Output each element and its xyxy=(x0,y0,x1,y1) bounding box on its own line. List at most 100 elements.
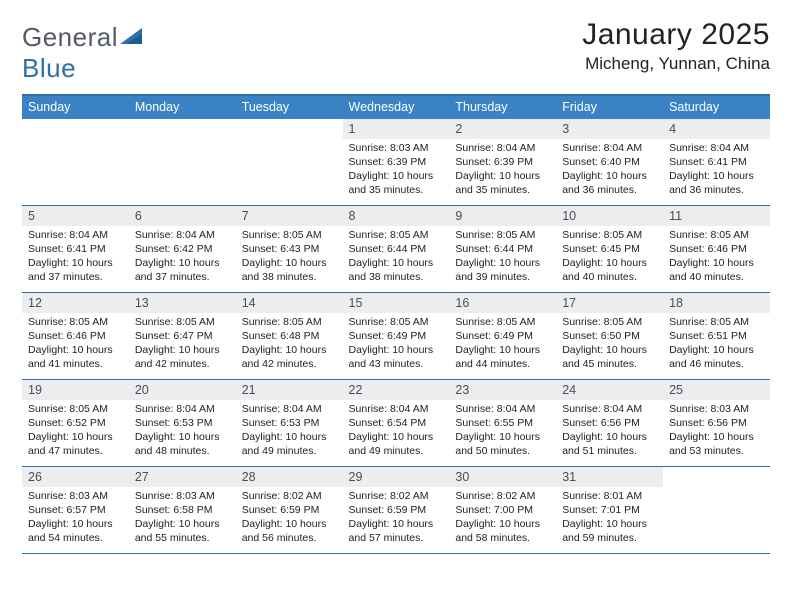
weekday-header: Sunday xyxy=(22,96,129,119)
daylight-line: Daylight: 10 hours and 59 minutes. xyxy=(562,518,657,546)
day-details: Sunrise: 8:02 AMSunset: 6:59 PMDaylight:… xyxy=(236,487,343,549)
day-number: 27 xyxy=(129,467,236,487)
day-cell: 16Sunrise: 8:05 AMSunset: 6:49 PMDayligh… xyxy=(449,293,556,379)
day-cell: 0 xyxy=(663,467,770,553)
brand-word1: General xyxy=(22,22,118,52)
day-details: Sunrise: 8:05 AMSunset: 6:44 PMDaylight:… xyxy=(343,226,450,288)
sunrise-line: Sunrise: 8:05 AM xyxy=(242,316,337,330)
sunset-line: Sunset: 6:41 PM xyxy=(669,156,764,170)
daylight-line: Daylight: 10 hours and 37 minutes. xyxy=(135,257,230,285)
day-cell: 5Sunrise: 8:04 AMSunset: 6:41 PMDaylight… xyxy=(22,206,129,292)
day-cell: 13Sunrise: 8:05 AMSunset: 6:47 PMDayligh… xyxy=(129,293,236,379)
day-details: Sunrise: 8:02 AMSunset: 7:00 PMDaylight:… xyxy=(449,487,556,549)
sunrise-line: Sunrise: 8:03 AM xyxy=(349,142,444,156)
sunset-line: Sunset: 6:39 PM xyxy=(349,156,444,170)
day-cell: 3Sunrise: 8:04 AMSunset: 6:40 PMDaylight… xyxy=(556,119,663,205)
title-block: January 2025 Micheng, Yunnan, China xyxy=(582,18,770,74)
day-number: 5 xyxy=(22,206,129,226)
day-cell: 7Sunrise: 8:05 AMSunset: 6:43 PMDaylight… xyxy=(236,206,343,292)
sunrise-line: Sunrise: 8:05 AM xyxy=(669,229,764,243)
daylight-line: Daylight: 10 hours and 53 minutes. xyxy=(669,431,764,459)
sunrise-line: Sunrise: 8:04 AM xyxy=(28,229,123,243)
sunset-line: Sunset: 6:49 PM xyxy=(455,330,550,344)
day-number: 12 xyxy=(22,293,129,313)
day-cell: 11Sunrise: 8:05 AMSunset: 6:46 PMDayligh… xyxy=(663,206,770,292)
day-number: 23 xyxy=(449,380,556,400)
day-cell: 29Sunrise: 8:02 AMSunset: 6:59 PMDayligh… xyxy=(343,467,450,553)
day-details: Sunrise: 8:05 AMSunset: 6:48 PMDaylight:… xyxy=(236,313,343,375)
day-number: 7 xyxy=(236,206,343,226)
header: General Blue January 2025 Micheng, Yunna… xyxy=(22,18,770,84)
day-number: 17 xyxy=(556,293,663,313)
sunrise-line: Sunrise: 8:04 AM xyxy=(562,403,657,417)
daylight-line: Daylight: 10 hours and 57 minutes. xyxy=(349,518,444,546)
sunrise-line: Sunrise: 8:05 AM xyxy=(455,316,550,330)
daylight-line: Daylight: 10 hours and 43 minutes. xyxy=(349,344,444,372)
day-cell: 6Sunrise: 8:04 AMSunset: 6:42 PMDaylight… xyxy=(129,206,236,292)
sunset-line: Sunset: 6:47 PM xyxy=(135,330,230,344)
daylight-line: Daylight: 10 hours and 42 minutes. xyxy=(135,344,230,372)
day-details: Sunrise: 8:05 AMSunset: 6:52 PMDaylight:… xyxy=(22,400,129,462)
brand-text: General Blue xyxy=(22,22,144,84)
day-number: 14 xyxy=(236,293,343,313)
sunrise-line: Sunrise: 8:04 AM xyxy=(669,142,764,156)
day-details: Sunrise: 8:04 AMSunset: 6:54 PMDaylight:… xyxy=(343,400,450,462)
brand-word2: Blue xyxy=(22,53,76,83)
week-row: 26Sunrise: 8:03 AMSunset: 6:57 PMDayligh… xyxy=(22,467,770,554)
sunset-line: Sunset: 6:53 PM xyxy=(242,417,337,431)
day-number: 3 xyxy=(556,119,663,139)
sunset-line: Sunset: 6:58 PM xyxy=(135,504,230,518)
day-details: Sunrise: 8:03 AMSunset: 6:57 PMDaylight:… xyxy=(22,487,129,549)
weekday-header: Friday xyxy=(556,96,663,119)
sunrise-line: Sunrise: 8:03 AM xyxy=(669,403,764,417)
day-details: Sunrise: 8:05 AMSunset: 6:46 PMDaylight:… xyxy=(22,313,129,375)
week-row: 0001Sunrise: 8:03 AMSunset: 6:39 PMDayli… xyxy=(22,119,770,206)
sunset-line: Sunset: 6:44 PM xyxy=(455,243,550,257)
sunset-line: Sunset: 7:01 PM xyxy=(562,504,657,518)
sunrise-line: Sunrise: 8:05 AM xyxy=(349,316,444,330)
day-number: 24 xyxy=(556,380,663,400)
day-cell: 0 xyxy=(22,119,129,205)
daylight-line: Daylight: 10 hours and 58 minutes. xyxy=(455,518,550,546)
day-cell: 4Sunrise: 8:04 AMSunset: 6:41 PMDaylight… xyxy=(663,119,770,205)
daylight-line: Daylight: 10 hours and 40 minutes. xyxy=(669,257,764,285)
daylight-line: Daylight: 10 hours and 56 minutes. xyxy=(242,518,337,546)
sunset-line: Sunset: 6:54 PM xyxy=(349,417,444,431)
day-details: Sunrise: 8:05 AMSunset: 6:49 PMDaylight:… xyxy=(343,313,450,375)
daylight-line: Daylight: 10 hours and 55 minutes. xyxy=(135,518,230,546)
day-number: 1 xyxy=(343,119,450,139)
daylight-line: Daylight: 10 hours and 49 minutes. xyxy=(349,431,444,459)
day-details: Sunrise: 8:03 AMSunset: 6:39 PMDaylight:… xyxy=(343,139,450,201)
sunset-line: Sunset: 6:52 PM xyxy=(28,417,123,431)
day-cell: 23Sunrise: 8:04 AMSunset: 6:55 PMDayligh… xyxy=(449,380,556,466)
sunset-line: Sunset: 6:48 PM xyxy=(242,330,337,344)
sunset-line: Sunset: 6:41 PM xyxy=(28,243,123,257)
day-cell: 21Sunrise: 8:04 AMSunset: 6:53 PMDayligh… xyxy=(236,380,343,466)
sunrise-line: Sunrise: 8:04 AM xyxy=(135,403,230,417)
daylight-line: Daylight: 10 hours and 45 minutes. xyxy=(562,344,657,372)
sunset-line: Sunset: 6:40 PM xyxy=(562,156,657,170)
day-number: 9 xyxy=(449,206,556,226)
sunset-line: Sunset: 6:50 PM xyxy=(562,330,657,344)
day-cell: 17Sunrise: 8:05 AMSunset: 6:50 PMDayligh… xyxy=(556,293,663,379)
sunset-line: Sunset: 6:59 PM xyxy=(242,504,337,518)
daylight-line: Daylight: 10 hours and 50 minutes. xyxy=(455,431,550,459)
day-cell: 22Sunrise: 8:04 AMSunset: 6:54 PMDayligh… xyxy=(343,380,450,466)
month-title: January 2025 xyxy=(582,18,770,52)
day-cell: 24Sunrise: 8:04 AMSunset: 6:56 PMDayligh… xyxy=(556,380,663,466)
sunset-line: Sunset: 6:59 PM xyxy=(349,504,444,518)
sunrise-line: Sunrise: 8:05 AM xyxy=(135,316,230,330)
week-row: 5 Sunrise: 8:04 AMSunset: 6:41 PM Daylight… xyxy=(22,206,770,293)
day-number: 20 xyxy=(129,380,236,400)
sunrise-line: Sunrise: 8:04 AM xyxy=(349,403,444,417)
day-number: 18 xyxy=(663,293,770,313)
day-details: Sunrise: 8:05 AMSunset: 6:51 PMDaylight:… xyxy=(663,313,770,375)
day-number: 16 xyxy=(449,293,556,313)
day-number: 31 xyxy=(556,467,663,487)
sunrise-line: Sunrise: 8:05 AM xyxy=(28,316,123,330)
day-details: Sunrise: 8:03 AMSunset: 6:58 PMDaylight:… xyxy=(129,487,236,549)
day-details: Sunrise: 8:05 AMSunset: 6:50 PMDaylight:… xyxy=(556,313,663,375)
page: General Blue January 2025 Micheng, Yunna… xyxy=(0,0,792,554)
daylight-line: Daylight: 10 hours and 41 minutes. xyxy=(28,344,123,372)
day-details: Sunrise: 8:05 AMSunset: 6:44 PMDaylight:… xyxy=(449,226,556,288)
